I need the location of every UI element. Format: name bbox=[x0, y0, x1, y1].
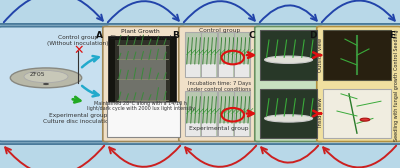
Text: E: E bbox=[389, 31, 395, 39]
Bar bbox=[323, 89, 391, 138]
FancyBboxPatch shape bbox=[179, 27, 261, 141]
Text: Inside view: Inside view bbox=[318, 97, 323, 127]
Text: ✕: ✕ bbox=[73, 44, 84, 57]
Bar bbox=[119, 46, 166, 127]
Text: Control group: Control group bbox=[198, 28, 240, 33]
Text: A: A bbox=[96, 31, 103, 39]
Bar bbox=[234, 32, 250, 77]
Text: ZF05: ZF05 bbox=[30, 72, 46, 77]
Bar bbox=[185, 32, 201, 77]
Text: Control group
(Without inoculation): Control group (Without inoculation) bbox=[47, 35, 109, 46]
Bar bbox=[219, 123, 233, 136]
Bar bbox=[115, 40, 170, 131]
Bar bbox=[323, 30, 391, 80]
Bar bbox=[186, 123, 200, 136]
Text: Plant Growth
Chamber Instrument: Plant Growth Chamber Instrument bbox=[110, 29, 172, 40]
Circle shape bbox=[44, 83, 48, 85]
Bar bbox=[186, 64, 200, 77]
Bar bbox=[235, 123, 249, 136]
FancyBboxPatch shape bbox=[255, 27, 323, 141]
Text: B: B bbox=[172, 31, 179, 39]
Ellipse shape bbox=[264, 56, 312, 63]
FancyBboxPatch shape bbox=[317, 27, 400, 141]
Bar bbox=[234, 91, 250, 136]
Ellipse shape bbox=[264, 115, 312, 122]
Circle shape bbox=[360, 118, 370, 121]
Bar bbox=[201, 32, 217, 77]
Text: C: C bbox=[248, 31, 255, 39]
Bar bbox=[109, 37, 176, 133]
Text: Experimental group: Experimental group bbox=[190, 126, 249, 131]
Bar bbox=[218, 91, 234, 136]
Bar bbox=[235, 64, 249, 77]
Ellipse shape bbox=[10, 68, 82, 88]
Bar bbox=[201, 91, 217, 136]
Text: Experimental group
Culture disc inoculation: Experimental group Culture disc inoculat… bbox=[43, 113, 113, 124]
FancyBboxPatch shape bbox=[0, 23, 400, 145]
Bar bbox=[185, 91, 201, 136]
Text: Maintained 28°C along with a 14/10 h
light/dark cycle with 2000 lux light intens: Maintained 28°C along with a 14/10 h lig… bbox=[87, 101, 195, 111]
Bar bbox=[202, 123, 216, 136]
Text: Control Seedling: Control Seedling bbox=[394, 29, 398, 70]
Ellipse shape bbox=[24, 71, 68, 83]
Bar bbox=[260, 89, 317, 138]
FancyBboxPatch shape bbox=[0, 27, 109, 141]
Bar bbox=[218, 32, 234, 77]
Bar bbox=[219, 64, 233, 77]
Text: D: D bbox=[309, 31, 317, 39]
Text: Incubation time: 7 Days
under control conditions: Incubation time: 7 Days under control co… bbox=[187, 81, 251, 92]
Bar bbox=[260, 30, 317, 80]
Bar bbox=[107, 102, 180, 137]
Text: Outside view: Outside view bbox=[318, 37, 323, 72]
FancyBboxPatch shape bbox=[103, 27, 185, 141]
Text: Seedling with fungal growth: Seedling with fungal growth bbox=[394, 72, 398, 141]
Bar bbox=[202, 64, 216, 77]
